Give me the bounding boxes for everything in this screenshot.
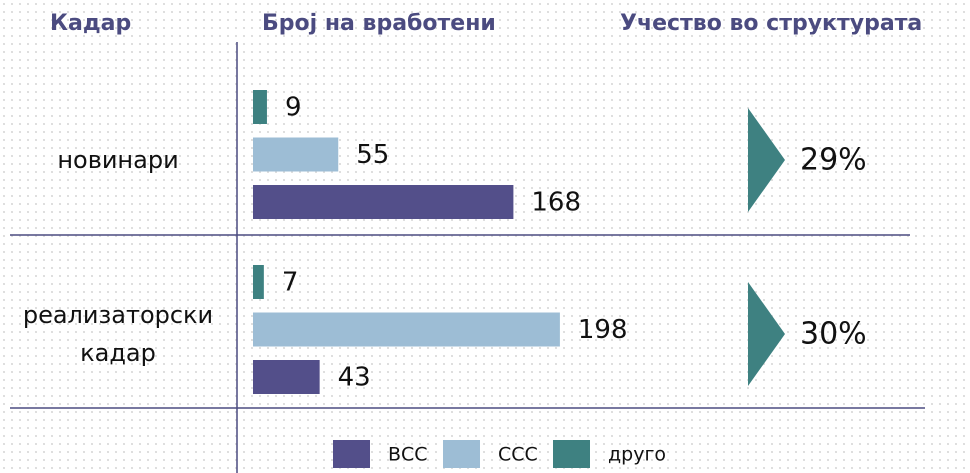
share-label: 30% [800, 317, 867, 352]
legend-label: друго [608, 444, 666, 466]
value-label: 43 [338, 363, 371, 393]
bar [253, 312, 560, 347]
bar [253, 137, 339, 172]
share-arrow [748, 108, 785, 212]
legend-swatch [443, 440, 480, 468]
share-label: 29% [800, 143, 867, 178]
legend-swatch [333, 440, 370, 468]
bar [253, 90, 267, 124]
value-label: 9 [285, 93, 302, 123]
legend-label: ВСС [388, 444, 428, 466]
category-label: новинари [57, 146, 179, 174]
bar [253, 265, 264, 299]
value-label: 198 [578, 315, 628, 345]
header: Учество во структурата [620, 11, 922, 36]
value-label: 55 [356, 140, 389, 170]
legend-swatch [553, 440, 590, 468]
value-label: 7 [282, 268, 299, 298]
category-label: реализаторски кадар [22, 301, 214, 367]
legend-label: ССС [498, 444, 538, 466]
value-label: 168 [531, 188, 581, 218]
bar [253, 185, 514, 219]
share-arrow [748, 282, 785, 386]
bar [253, 360, 320, 394]
header: Кадар [50, 11, 131, 36]
header: Број на вработени [262, 11, 496, 36]
